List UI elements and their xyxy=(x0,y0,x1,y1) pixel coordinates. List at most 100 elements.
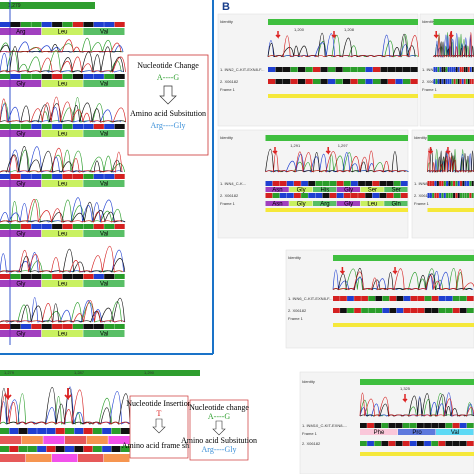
aa-cell xyxy=(336,187,360,192)
base-cell xyxy=(437,79,440,84)
identity: Identity xyxy=(220,19,233,24)
base-cell xyxy=(381,441,389,446)
base-cell xyxy=(445,79,448,84)
base-cell xyxy=(457,193,460,198)
base-cell xyxy=(461,67,464,72)
base-cell xyxy=(374,423,382,428)
base-cell xyxy=(469,181,472,186)
note-result: Amino acid Subsitution xyxy=(181,436,257,445)
base-cell xyxy=(351,181,358,186)
base-cell xyxy=(93,274,104,279)
base-cell xyxy=(335,79,343,84)
base-cell xyxy=(31,224,42,229)
base-cell xyxy=(439,79,442,84)
base-cell xyxy=(0,428,9,434)
base-cell xyxy=(393,181,401,186)
base-cell xyxy=(455,67,458,72)
base-cell xyxy=(104,22,115,27)
note-result: Amino acid frame shift xyxy=(122,441,197,450)
base-cell xyxy=(436,193,439,198)
base-cell xyxy=(114,124,125,129)
aa-cell xyxy=(86,436,108,444)
base-cell xyxy=(52,274,63,279)
base-cell xyxy=(290,79,298,84)
base-cell xyxy=(83,74,94,79)
red-arrow xyxy=(428,147,434,155)
base-cell xyxy=(368,296,375,301)
base-cell xyxy=(10,74,21,79)
identity-bar xyxy=(265,135,408,141)
base-cell xyxy=(448,181,451,186)
trace xyxy=(0,146,122,173)
red-arrow xyxy=(339,267,345,275)
base-cell xyxy=(31,274,42,279)
aa-label: Gly xyxy=(344,188,353,194)
seq-label: 1. INM10_C-KIT-EXN8-... xyxy=(302,423,347,428)
base-cell xyxy=(83,22,94,27)
base-cell xyxy=(457,67,460,72)
aa-cell xyxy=(384,201,408,206)
base-cell xyxy=(265,181,273,186)
base-cell xyxy=(395,79,403,84)
position: 1,291 xyxy=(290,143,301,148)
aa-label: Val xyxy=(100,182,108,188)
identity-bar xyxy=(360,379,474,385)
base-cell xyxy=(448,193,451,198)
base-cell xyxy=(315,181,323,186)
base-cell xyxy=(315,193,323,198)
base-cell xyxy=(328,67,336,72)
base-cell xyxy=(268,79,276,84)
red-arrow xyxy=(402,394,408,403)
base-cell xyxy=(62,22,73,27)
base-cell xyxy=(322,193,330,198)
note-title: Nucleotide change xyxy=(189,403,249,412)
aa-cell xyxy=(265,201,289,206)
note-result: Amino acid Subsitution xyxy=(130,109,206,118)
base-cell xyxy=(114,174,125,179)
base-cell xyxy=(93,224,104,229)
base-cell xyxy=(298,67,306,72)
base-cell xyxy=(322,181,330,186)
base-cell xyxy=(360,441,367,446)
aa-cell xyxy=(0,454,26,462)
base-cell xyxy=(104,174,115,179)
frame-bar xyxy=(333,323,474,327)
base-cell xyxy=(361,308,368,313)
base-cell xyxy=(333,308,340,313)
aa-label: Val xyxy=(100,132,108,138)
base-cell xyxy=(275,67,283,72)
base-cell xyxy=(74,428,84,434)
position: 1,279 xyxy=(8,3,21,9)
position: 1,200 xyxy=(294,27,305,32)
base-cell xyxy=(431,423,439,428)
base-cell xyxy=(460,181,463,186)
base-cell xyxy=(379,181,387,186)
aa-cell xyxy=(21,436,43,444)
base-cell xyxy=(445,423,453,428)
aa-label: Gln xyxy=(391,202,400,208)
note-title: Nucleotide Insertion xyxy=(126,399,192,408)
base-cell xyxy=(41,124,52,129)
frame: Frame 1 xyxy=(288,316,304,321)
base-cell xyxy=(52,22,63,27)
down-arrow xyxy=(159,85,177,105)
aa-label: Gly xyxy=(16,332,25,338)
ruler xyxy=(0,370,200,376)
trace xyxy=(0,300,125,323)
aa-cell xyxy=(0,130,42,137)
base-cell xyxy=(431,296,439,301)
aa-cell xyxy=(83,80,125,87)
base-cell xyxy=(435,79,438,84)
base-cell xyxy=(93,324,104,329)
base-cell xyxy=(459,441,467,446)
aa-cell xyxy=(41,28,83,35)
down-arrow xyxy=(152,418,166,434)
base-cell xyxy=(424,441,431,446)
seq-label: 2. X06182 xyxy=(414,193,433,198)
base-cell xyxy=(114,224,125,229)
base-cell xyxy=(18,428,28,434)
position: 1,287 xyxy=(74,370,85,375)
base-cell xyxy=(451,79,454,84)
base-cell xyxy=(62,274,73,279)
base-cell xyxy=(381,423,389,428)
